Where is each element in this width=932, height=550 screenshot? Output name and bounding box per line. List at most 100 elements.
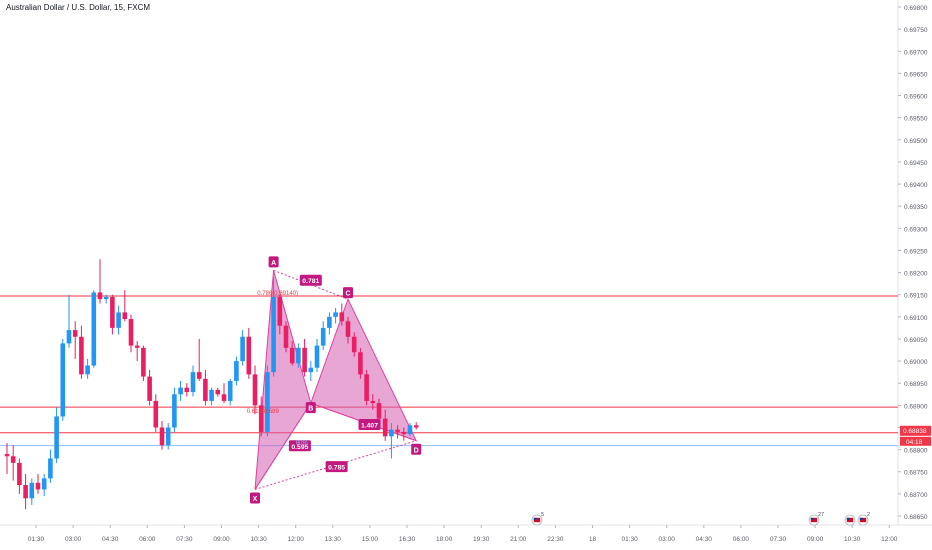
pattern-ratio-line: [273, 269, 349, 300]
price-tick-label: 0.69700: [904, 49, 928, 56]
candle-body: [29, 482, 35, 499]
price-tick-label: 0.69400: [904, 182, 928, 189]
pattern-point-label: A: [271, 260, 276, 267]
time-tick-label: 06:00: [139, 536, 156, 543]
candle-body: [246, 336, 252, 375]
candle-body: [72, 330, 78, 337]
candle-body: [79, 336, 84, 375]
candle-body: [413, 425, 419, 428]
candle-body: [35, 482, 41, 490]
current-price-label: 0.68838: [903, 428, 927, 435]
candle-body: [314, 345, 320, 368]
candle-body: [339, 312, 345, 322]
time-tick-label: 03:00: [659, 536, 676, 543]
candle-body: [258, 405, 264, 432]
time-tick-label: 22:30: [547, 536, 564, 543]
candle-body: [97, 292, 103, 300]
pattern-point-badge: [250, 492, 260, 504]
candle-body: [17, 462, 22, 486]
time-tick-label: 01:30: [621, 536, 638, 543]
price-tag: [900, 425, 931, 436]
candle-body: [333, 312, 338, 317]
price-tick-label: 0.69350: [904, 204, 928, 211]
candle-body: [110, 296, 115, 328]
candle-body: [389, 429, 394, 437]
candle-body: [308, 367, 314, 373]
candle-body: [215, 389, 221, 395]
candle-body: [320, 327, 326, 346]
candle-body: [265, 372, 270, 432]
price-tick-label: 0.69550: [904, 116, 928, 123]
event-count: 5: [541, 512, 544, 518]
chart-title: Australian Dollar / U.S. Dollar, 15, FXC…: [6, 3, 151, 12]
price-tick-label: 0.68800: [904, 448, 928, 455]
pattern-point-label: X: [253, 496, 258, 503]
candle-body: [141, 347, 146, 377]
price-tick-label: 0.68750: [904, 470, 928, 477]
price-tick-label: 0.69200: [904, 271, 928, 278]
countdown-tag: [900, 436, 931, 446]
candle-body: [209, 389, 214, 401]
candle-body: [147, 376, 152, 401]
candle-body: [178, 387, 183, 395]
time-tick-label: 06:00: [733, 536, 750, 543]
candle-body: [401, 431, 407, 435]
candle-body: [4, 454, 10, 457]
price-tick-label: 0.68950: [904, 381, 928, 388]
candle-body: [221, 394, 227, 401]
price-tick-label: 0.69600: [904, 94, 928, 101]
price-tick-label: 0.69300: [904, 226, 928, 233]
candle-body: [252, 374, 258, 406]
candle-body: [184, 387, 190, 393]
time-tick-label: 10:30: [844, 536, 861, 543]
time-tick-label: 12:00: [288, 536, 305, 543]
ratio-badge: [358, 418, 381, 430]
flag-canton-icon: [846, 517, 850, 520]
candle-body: [91, 292, 97, 366]
time-tick-label: 04:30: [102, 536, 119, 543]
time-tick-label: 12:00: [881, 536, 898, 543]
fib-level-label: 0.618(0.689: [247, 409, 280, 415]
ratio-badge: [325, 461, 348, 473]
candle-body: [203, 378, 208, 401]
candle-body: [395, 429, 400, 432]
candle-body: [302, 347, 307, 373]
price-tick-label: 0.68700: [904, 492, 928, 499]
candle-body: [190, 372, 196, 393]
flag-canton-icon: [859, 517, 863, 520]
candle-body: [370, 400, 376, 404]
candle-body: [41, 478, 47, 490]
ratio-label: 1.407: [361, 422, 378, 429]
flag-icon: [533, 517, 541, 523]
price-tick-label: 0.69500: [904, 138, 928, 145]
pattern-point-label: D: [414, 447, 419, 454]
candle-body: [48, 458, 53, 479]
time-tick-label: 21:00: [510, 536, 527, 543]
pattern-point-badge: [268, 256, 279, 268]
pattern-point-badge: [343, 287, 353, 299]
event-count: 27: [818, 512, 824, 518]
time-tick-label: 10:30: [250, 536, 267, 543]
pattern-ratio-line: [310, 402, 417, 442]
countdown-label: 04:18: [906, 439, 923, 446]
time-tick-label: 03:00: [65, 536, 82, 543]
price-tick-label: 0.69100: [904, 315, 928, 322]
pattern-point-label: B: [308, 406, 313, 413]
time-tick-label: 09:00: [807, 536, 824, 543]
ratio-label: 0.781: [302, 278, 319, 285]
pattern-point-label: C: [345, 291, 350, 298]
candle-body: [351, 336, 357, 353]
candle-body: [165, 427, 171, 446]
ratio-label: 0.785: [328, 465, 345, 472]
time-tick-label: 18:00: [436, 536, 453, 543]
time-tick-label: 15:00: [362, 536, 379, 543]
candle-body: [172, 394, 177, 428]
ratio-label: 0.595: [291, 444, 308, 451]
candle-body: [283, 325, 289, 348]
candle-body: [376, 403, 382, 419]
candle-body: [382, 418, 388, 437]
candle-body: [271, 296, 276, 373]
candle-body: [54, 416, 59, 459]
price-tick-label: 0.69250: [904, 248, 928, 255]
